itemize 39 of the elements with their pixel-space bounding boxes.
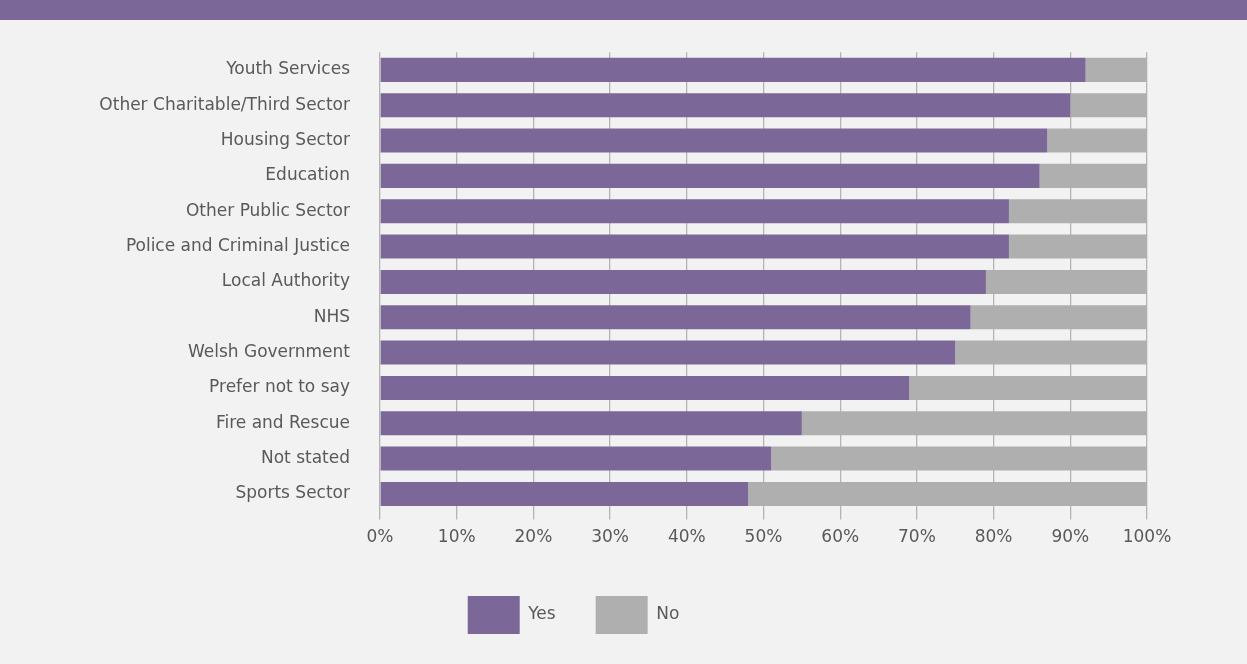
y-tick-label: Housing Sector <box>220 128 350 149</box>
bar <box>380 93 1071 118</box>
y-tick-label: Local Authority <box>221 270 350 291</box>
bar <box>380 446 772 471</box>
bar <box>380 375 910 400</box>
x-tick-label: 70% <box>898 526 936 547</box>
y-tick-label: Sports Sector <box>235 482 350 503</box>
y-tick-label: NHS <box>313 305 350 326</box>
y-tick-label: Education <box>265 164 350 185</box>
y-tick-label: Police and Criminal Justice <box>125 234 350 255</box>
bar <box>380 128 1048 153</box>
x-tick-label: 80% <box>974 526 1013 547</box>
x-tick-label: 50% <box>744 526 783 547</box>
x-tick-label: 60% <box>821 526 860 547</box>
y-tick-label: Fire and Rescue <box>215 411 350 432</box>
x-tick-label: 10% <box>437 526 476 547</box>
y-tick-label: Youth Services <box>225 58 351 79</box>
bar <box>380 411 802 436</box>
y-tick-label: Welsh Government <box>187 341 351 361</box>
y-tick-label: Other Charitable/Third Sector <box>99 93 350 114</box>
y-tick-label: Other Public Sector <box>185 199 350 220</box>
legend-label: No <box>656 603 680 624</box>
bar <box>380 57 1086 82</box>
x-tick-label: 0% <box>366 526 394 547</box>
y-tick-label: Not stated <box>260 447 350 468</box>
x-tick-label: 20% <box>514 526 553 547</box>
x-tick-label: 40% <box>667 526 706 547</box>
bar <box>380 199 1009 224</box>
bar <box>380 163 1040 188</box>
x-tick-label: 30% <box>591 526 629 547</box>
x-tick-label: 90% <box>1051 526 1090 547</box>
legend-label: Yes <box>527 603 556 624</box>
bar <box>380 234 1009 259</box>
bar <box>380 340 956 365</box>
x-tick-label: 100% <box>1122 526 1172 547</box>
bar <box>380 305 971 330</box>
bar <box>380 481 749 506</box>
bar <box>380 269 986 294</box>
y-tick-label: Prefer not to say <box>209 376 350 397</box>
